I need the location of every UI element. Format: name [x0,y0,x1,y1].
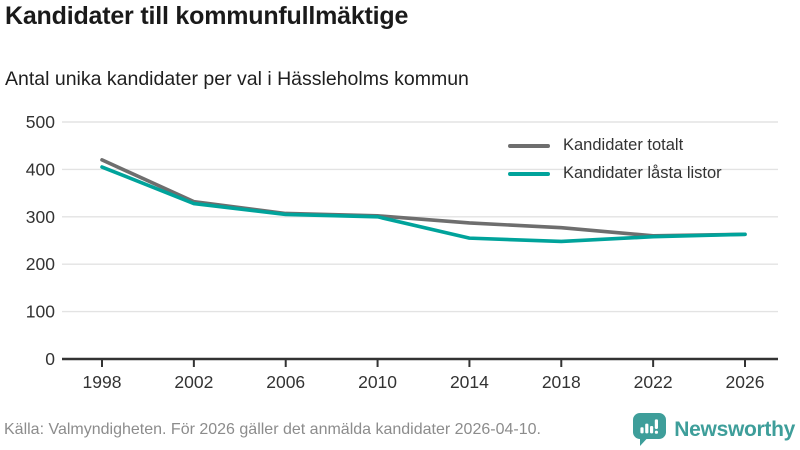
chart-area: 0 100 200 300 400 500 1998 2002 2006 2010 2014 2018… [0,105,800,400]
svg-text:400: 400 [26,159,55,179]
svg-text:2018: 2018 [542,372,581,392]
svg-text:0: 0 [45,349,55,369]
svg-text:100: 100 [26,302,55,322]
chart-title: Kandidater till kommunfullmäktige [5,2,409,30]
x-axis: 1998 2002 2006 2010 2014 2018 2022 2026 [62,357,778,392]
svg-text:2022: 2022 [634,372,673,392]
legend: Kandidater totalt Kandidater låsta listo… [508,135,722,184]
source-note: Källa: Valmyndigheten. För 2026 gäller d… [4,420,541,438]
legend-item-lasta-listor: Kandidater låsta listor [508,163,722,184]
bar-chart-bubble-icon [633,413,667,446]
svg-text:500: 500 [26,112,55,132]
legend-swatch-lasta-listor [508,171,550,176]
svg-text:2026: 2026 [726,372,765,392]
svg-text:300: 300 [26,207,55,227]
y-axis-labels: 0 100 200 300 400 500 [26,112,55,369]
line-chart: 0 100 200 300 400 500 1998 2002 2006 2010 2014 2018… [26,112,778,392]
series-line-lasta-listor [100,165,747,244]
svg-text:2014: 2014 [450,372,489,392]
chart-subtitle: Antal unika kandidater per val i Hässleh… [5,68,469,90]
brand-name: Newsworthy [674,417,795,441]
svg-text:2006: 2006 [266,372,305,392]
legend-swatch-totalt [508,143,550,148]
legend-item-totalt: Kandidater totalt [508,135,722,156]
svg-text:2002: 2002 [174,372,213,392]
legend-label-totalt: Kandidater totalt [563,136,684,154]
newsworthy-logo: Newsworthy [633,413,795,446]
svg-text:200: 200 [26,254,55,274]
legend-label-lasta-listor: Kandidater låsta listor [563,164,722,182]
footer: Källa: Valmyndigheten. För 2026 gäller d… [0,409,800,450]
gridlines [62,121,778,313]
svg-text:2010: 2010 [358,372,397,392]
svg-text:1998: 1998 [83,372,122,392]
